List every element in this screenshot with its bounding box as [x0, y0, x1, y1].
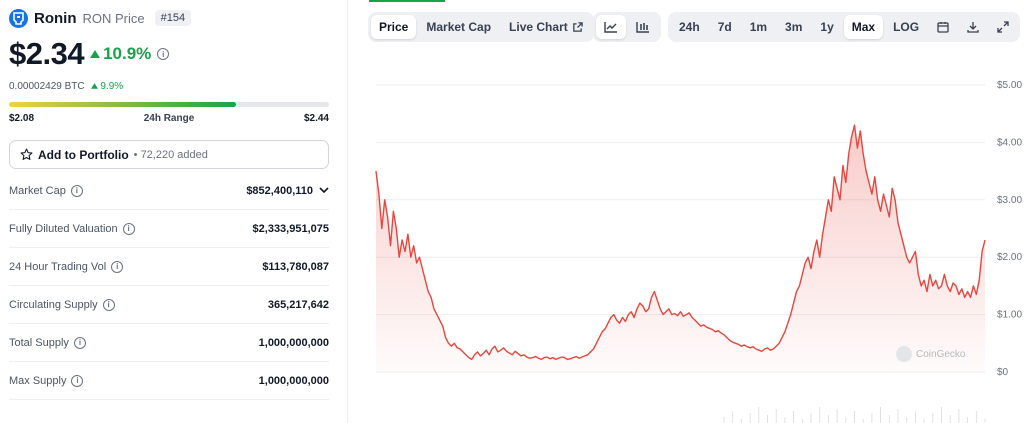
stat-value: 1,000,000,000 [258, 336, 329, 349]
range-bar-fill [9, 102, 237, 107]
stats-table: Market Cap i $852,400,110 Fully Diluted V… [9, 172, 329, 400]
y-tick-label: $3.00 [997, 195, 1022, 206]
info-icon[interactable]: i [71, 374, 84, 387]
coingecko-watermark: CoinGecko [896, 346, 965, 362]
stat-row-fdv: Fully Diluted Valuation i $2,333,951,075 [9, 210, 329, 248]
range-1m[interactable]: 1m [749, 20, 768, 34]
range-tabs: 24h 7d 1m 3m 1y Max LOG [668, 12, 1021, 42]
range-1y[interactable]: 1y [820, 20, 834, 34]
range-24h[interactable]: 24h [679, 20, 700, 34]
portfolio-label: Add to Portfolio [38, 147, 129, 162]
download-icon [967, 22, 979, 33]
range-labels: $2.08 24h Range $2.44 [9, 113, 329, 124]
line-chart-button[interactable] [596, 15, 626, 39]
stat-row-circulating-supply: Circulating Supply i 365,217,642 [9, 286, 329, 324]
current-price: $2.34 [9, 36, 85, 71]
range-max[interactable]: Max [843, 15, 884, 39]
log-toggle[interactable]: LOG [893, 20, 920, 34]
info-icon[interactable]: i [102, 298, 115, 311]
tab-market-cap[interactable]: Market Cap [426, 20, 492, 34]
stat-value: $2,333,951,075 [252, 222, 329, 235]
caret-up-icon [90, 50, 101, 58]
btc-price: 0.00002429 BTC [9, 81, 85, 92]
caret-up-icon [90, 83, 98, 89]
expand-button[interactable] [989, 15, 1017, 39]
btc-change: 9.9% [90, 81, 124, 92]
coin-header: Ronin RON Price #154 [9, 8, 192, 28]
watermark-text: CoinGecko [916, 348, 966, 360]
candlestick-icon [636, 22, 649, 33]
range-high: $2.44 [303, 113, 329, 124]
stat-value: $852,400,110 [246, 184, 313, 197]
stat-label: Market Cap [9, 184, 66, 197]
calendar-icon [937, 22, 949, 33]
range-7d[interactable]: 7d [717, 20, 732, 34]
stat-label: Circulating Supply [9, 298, 98, 311]
tab-live-chart-label: Live Chart [509, 20, 568, 34]
star-icon [20, 148, 33, 160]
stat-row-total-supply: Total Supply i 1,000,000,000 [9, 324, 329, 362]
active-section-indicator [369, 0, 445, 2]
price-row: $2.34 10.9% i [9, 36, 170, 72]
expand-icon [997, 21, 1009, 33]
stat-label: Max Supply [9, 374, 67, 387]
range-low: $2.08 [9, 113, 35, 124]
btc-change-value: 9.9% [100, 81, 124, 92]
info-icon[interactable]: i [73, 336, 86, 349]
y-tick-label: $0 [997, 367, 1009, 378]
rank-badge: #154 [154, 10, 192, 26]
info-icon[interactable]: i [122, 222, 135, 235]
range-label: 24h Range [143, 113, 195, 124]
range-bar [9, 102, 329, 107]
tab-price[interactable]: Price [371, 15, 417, 39]
panel-divider [347, 0, 348, 423]
btc-price-row: 0.00002429 BTC 9.9% [9, 81, 123, 92]
price-change-value: 10.9% [103, 44, 152, 63]
candlestick-button[interactable] [628, 15, 658, 39]
price-line [375, 124, 986, 361]
stat-label: 24 Hour Trading Vol [9, 260, 107, 273]
stat-row-market-cap: Market Cap i $852,400,110 [9, 172, 329, 210]
portfolio-count: • 72,220 added [133, 148, 208, 161]
range-3m[interactable]: 3m [785, 20, 803, 34]
add-to-portfolio-button[interactable]: Add to Portfolio • 72,220 added [9, 140, 329, 169]
chart-type-tabs [593, 12, 661, 42]
download-button[interactable] [959, 15, 987, 39]
stat-row-trading-volume: 24 Hour Trading Vol i $113,780,087 [9, 248, 329, 286]
line-chart-icon [604, 22, 617, 33]
stat-value: 365,217,642 [267, 298, 329, 311]
coin-name: Ronin [34, 9, 77, 27]
y-tick-label: $4.00 [997, 137, 1022, 148]
coingecko-logo-icon [896, 346, 912, 362]
coin-info-panel: Ronin RON Price #154 $2.34 10.9% i 0.000… [0, 0, 342, 423]
stat-row-max-supply: Max Supply i 1,000,000,000 [9, 362, 329, 400]
price-change: 10.9% [90, 44, 151, 64]
price-area [376, 125, 985, 372]
y-tick-label: $2.00 [997, 252, 1022, 263]
stat-label: Fully Diluted Valuation [9, 222, 118, 235]
y-tick-label: $5.00 [997, 80, 1022, 91]
stat-value: $113,780,087 [262, 260, 329, 273]
y-tick-label: $1.00 [997, 310, 1022, 321]
info-icon[interactable]: i [111, 260, 124, 273]
ronin-logo-icon [9, 8, 28, 28]
tab-live-chart[interactable]: Live Chart [501, 15, 591, 39]
chevron-down-icon[interactable] [319, 187, 329, 194]
info-icon[interactable]: i [157, 48, 170, 60]
stat-label: Total Supply [9, 336, 69, 349]
coin-symbol-label: RON Price [82, 10, 145, 26]
info-icon[interactable]: i [70, 184, 83, 197]
calendar-button[interactable] [929, 15, 957, 39]
price-chart[interactable]: $0 $1.00 $2.00 $3.00 $4.00 $5.00 [349, 60, 1024, 423]
external-link-icon [572, 21, 583, 32]
view-tabs: Price Market Cap Live Chart [368, 12, 594, 42]
stat-value: 1,000,000,000 [258, 374, 329, 387]
